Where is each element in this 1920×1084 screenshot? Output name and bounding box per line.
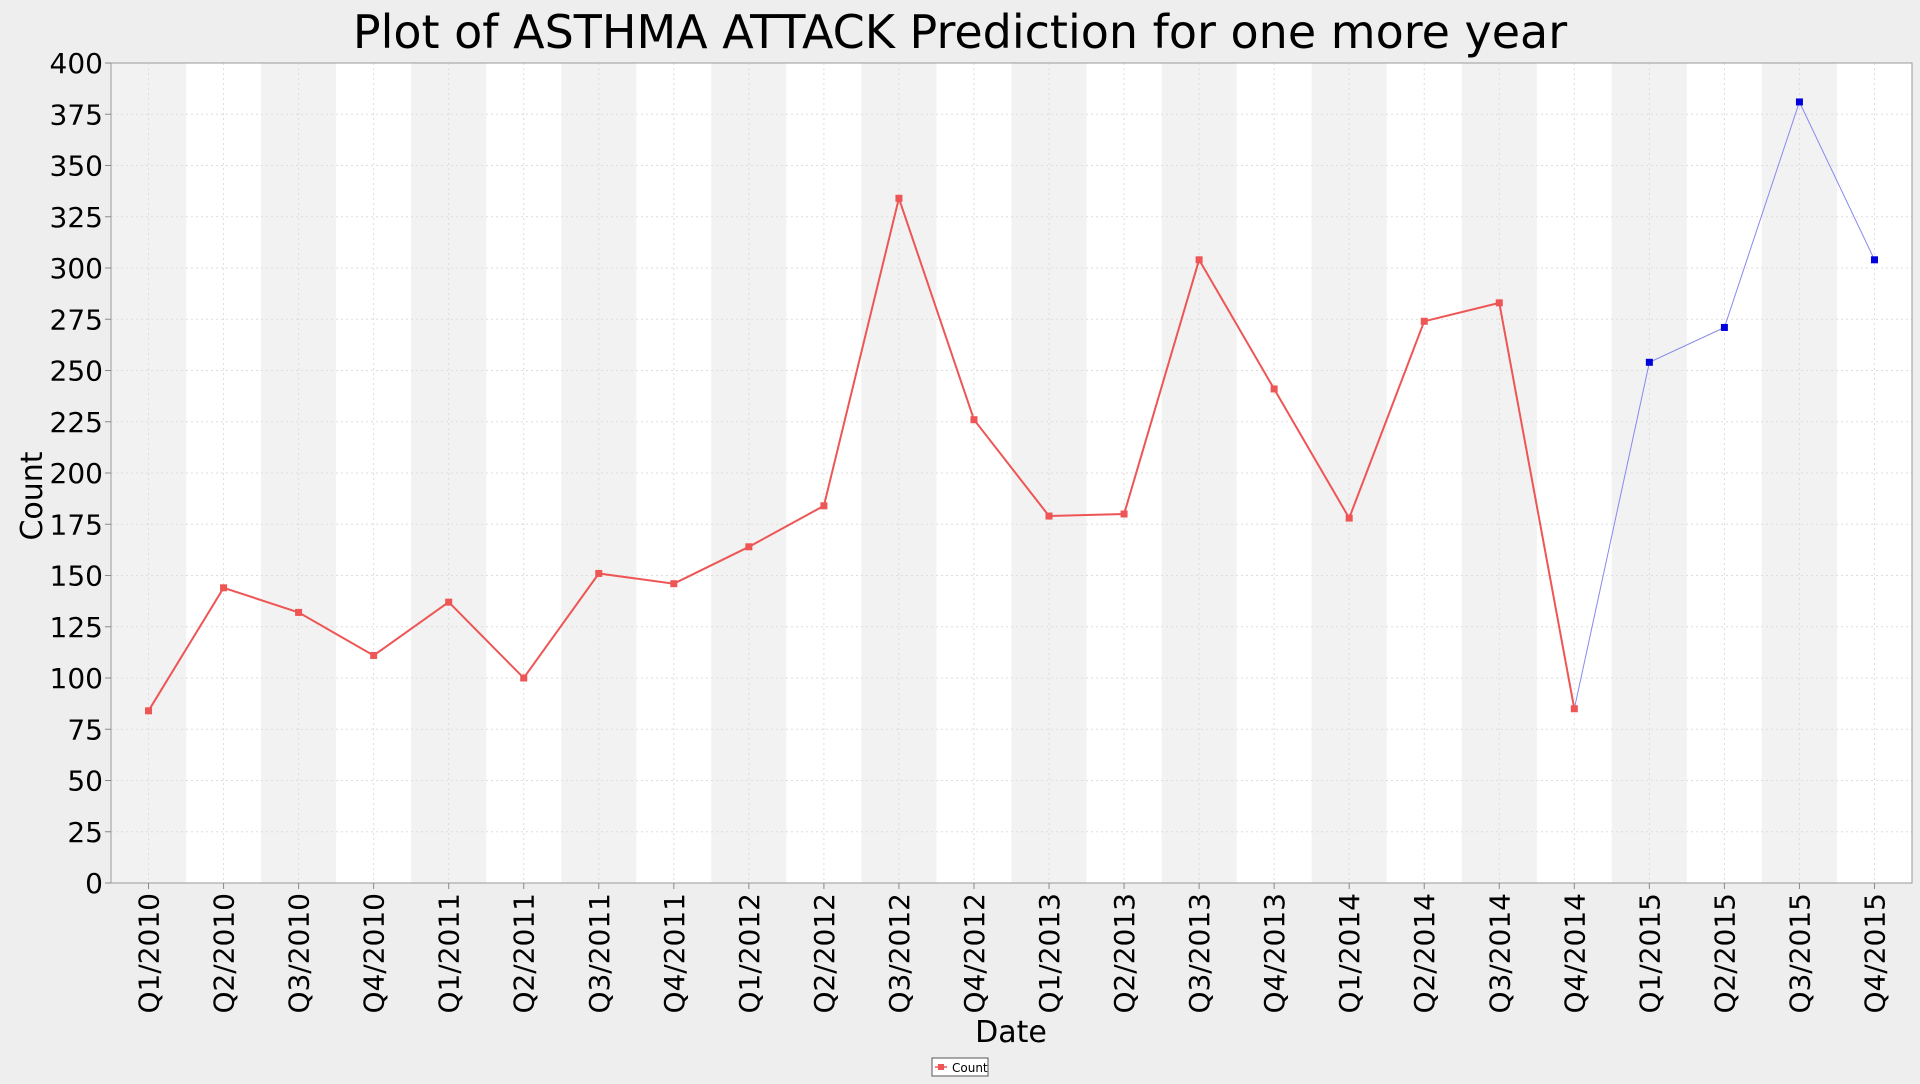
y-tick-label: 350 — [50, 150, 103, 183]
x-tick-label: Q1/2015 — [1633, 893, 1666, 1014]
y-tick-label: 0 — [85, 867, 103, 900]
x-tick-label: Q2/2010 — [208, 893, 241, 1014]
y-tick-label: 225 — [50, 406, 103, 439]
x-tick-label: Q2/2015 — [1708, 893, 1741, 1014]
data-point — [745, 543, 753, 551]
x-tick-label: Q1/2011 — [433, 893, 466, 1014]
y-tick-label: 300 — [50, 252, 103, 285]
legend-box — [931, 1057, 989, 1077]
data-point — [1720, 323, 1728, 331]
data-point — [370, 651, 378, 659]
chart-title: Plot of ASTHMA ATTACK Prediction for one… — [353, 5, 1567, 59]
x-tick-label: Q1/2013 — [1033, 893, 1066, 1014]
x-tick-label: Q2/2014 — [1408, 893, 1441, 1014]
y-tick-label: 275 — [50, 303, 103, 336]
data-point — [895, 194, 903, 202]
y-tick-label: 75 — [67, 713, 103, 746]
series-line-0 — [147, 194, 1576, 712]
x-tick-label: Q3/2015 — [1783, 893, 1816, 1014]
y-tick-label: 325 — [50, 201, 103, 234]
x-tick-label: Q1/2012 — [733, 893, 766, 1014]
data-point — [1570, 705, 1578, 713]
y-tick-label: 125 — [50, 611, 103, 644]
data-point — [220, 584, 228, 592]
data-point — [1495, 299, 1503, 307]
data-point — [1345, 514, 1353, 522]
y-tick-label: 200 — [50, 457, 103, 490]
y-tick-label: 25 — [67, 816, 103, 849]
data-point — [1420, 317, 1428, 325]
x-tick-label: Q4/2011 — [658, 893, 691, 1014]
category-bands — [111, 63, 1913, 883]
data-point — [595, 569, 603, 577]
x-tick-label: Q1/2010 — [133, 893, 166, 1014]
x-tick-label: Q4/2013 — [1258, 893, 1291, 1014]
x-tick-label: Q3/2010 — [283, 893, 316, 1014]
data-point — [1795, 98, 1803, 106]
data-point — [295, 608, 303, 616]
data-point — [1270, 385, 1278, 393]
data-point — [1645, 358, 1653, 366]
series-markers — [145, 98, 1878, 715]
x-tick-label: Q4/2012 — [958, 893, 991, 1014]
data-point — [145, 707, 153, 715]
data-point — [1045, 512, 1053, 520]
y-tick-label: 250 — [50, 355, 103, 388]
x-axis-label: Date — [975, 1015, 1047, 1050]
y-tick-label: 400 — [50, 47, 103, 80]
legend-swatch-marker — [938, 1064, 944, 1070]
data-point — [820, 502, 828, 510]
y-tick-label: 100 — [50, 662, 103, 695]
x-tick-label: Q4/2010 — [358, 893, 391, 1014]
x-tick-label: Q2/2012 — [808, 893, 841, 1014]
data-point — [520, 674, 528, 682]
x-tick-label: Q4/2014 — [1558, 893, 1591, 1014]
y-axis-ticks: 0 25 50 75 100 125 150 175 200 225 250 275 300 325 350… — [50, 47, 111, 900]
data-point — [970, 416, 978, 424]
y-tick-label: 375 — [50, 98, 103, 131]
y-axis-label: Count — [15, 451, 50, 540]
x-tick-label: Q2/2011 — [508, 893, 541, 1014]
x-tick-label: Q4/2015 — [1858, 893, 1891, 1014]
data-point — [1120, 510, 1128, 518]
x-axis-ticks: Q1/2010 Q2/2010 Q3/2010 Q4/2010 Q1/2011 Q2/20… — [133, 883, 1891, 1014]
x-tick-label: Q3/2012 — [883, 893, 916, 1014]
x-tick-label: Q2/2013 — [1108, 893, 1141, 1014]
data-point — [670, 580, 678, 588]
y-tick-label: 175 — [50, 508, 103, 541]
data-point — [1195, 256, 1203, 264]
x-tick-label: Q3/2011 — [583, 893, 616, 1014]
x-tick-label: Q3/2014 — [1483, 893, 1516, 1014]
data-point — [1870, 256, 1878, 264]
x-tick-label: Q3/2013 — [1183, 893, 1216, 1014]
x-tick-label: Q1/2014 — [1333, 893, 1366, 1014]
y-tick-label: 50 — [67, 765, 103, 798]
legend-label: Count — [952, 1061, 988, 1075]
data-point — [445, 598, 453, 606]
legend: Count — [931, 1057, 989, 1077]
y-tick-label: 150 — [50, 560, 103, 593]
